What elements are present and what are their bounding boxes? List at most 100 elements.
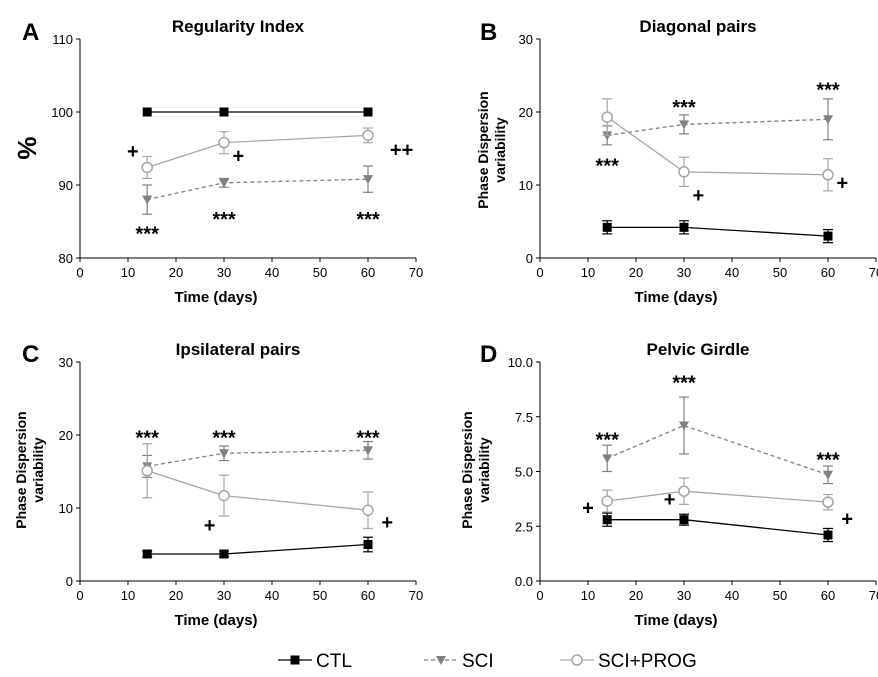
y-axis-label-line: Phase Dispersion	[13, 411, 29, 529]
significance-annotation: ++	[390, 140, 413, 162]
data-point-ctl	[219, 107, 229, 117]
data-point-ctl	[602, 222, 612, 232]
panel-a: A Regularity Index 0 10 20 30 40 50 60 70 80 90 100 1…	[12, 17, 423, 306]
significance-annotation: +	[841, 508, 853, 530]
y-axis-label: Phase Dispersionvariability	[459, 411, 492, 529]
x-tick-label: 0	[536, 588, 543, 603]
data-point-sci	[679, 120, 689, 130]
x-tick-label: 0	[536, 265, 543, 280]
y-tick-label: 10	[59, 501, 73, 516]
chart-title: Diagonal pairs	[639, 17, 756, 36]
significance-annotation: ***	[136, 223, 160, 245]
x-tick-label: 70	[409, 588, 423, 603]
series-line-prog	[606, 116, 829, 176]
x-tick-label: 50	[313, 265, 327, 280]
x-tick-label: 60	[361, 588, 375, 603]
data-point-ctl	[363, 107, 373, 117]
series-sci	[142, 165, 373, 215]
significance-annotation: ***	[816, 80, 840, 102]
y-tick-label: 30	[519, 32, 533, 47]
x-tick-label: 0	[76, 588, 83, 603]
x-tick-label: 20	[169, 265, 183, 280]
legend: CTL SCI SCI+PROG	[278, 651, 697, 672]
chart-title: Pelvic Girdle	[647, 340, 750, 359]
significance-annotation: +	[693, 185, 705, 207]
y-axis-label-line: variability	[476, 437, 492, 503]
data-point-ctl	[823, 530, 833, 540]
y-axis-label-text: Phase Dispersionvariability	[459, 411, 492, 529]
x-tick-label: 20	[629, 265, 643, 280]
x-tick-label: 40	[725, 265, 739, 280]
significance-annotation: ***	[136, 427, 160, 449]
y-tick-label: 20	[59, 428, 73, 443]
y-tick-label: 2.5	[515, 519, 533, 534]
y-tick-label: 100	[51, 105, 73, 120]
data-point-prog	[678, 485, 690, 497]
x-tick-label: 60	[361, 265, 375, 280]
y-tick-label: 110	[52, 32, 73, 47]
legend-marker-prog	[571, 654, 583, 666]
legend-item-ctl: CTL	[278, 651, 352, 672]
x-tick-label: 70	[409, 265, 423, 280]
y-axis-label-line: Phase Dispersion	[459, 411, 475, 529]
series-ctl	[602, 512, 833, 543]
significance-annotation: +	[837, 172, 849, 194]
series-ctl	[602, 220, 833, 244]
data-point-sci	[219, 178, 229, 188]
x-tick-label: 30	[217, 588, 231, 603]
panel-b: B Diagonal pairs 0 10 20 30 40 50 60 70 0 10 20 30 Tim…	[475, 17, 878, 306]
series-line-sci	[147, 449, 369, 468]
data-point-sci	[823, 115, 833, 125]
series-line-ctl	[607, 226, 829, 237]
series-sci	[142, 440, 373, 478]
y-axis-label: %	[12, 136, 42, 159]
data-point-prog	[601, 111, 613, 123]
data-point-ctl	[142, 549, 152, 559]
chart-title: Ipsilateral pairs	[176, 340, 301, 359]
y-axis-label-line: variability	[492, 117, 508, 183]
data-point-prog	[218, 136, 230, 149]
data-point-ctl	[142, 107, 152, 117]
x-tick-label: 0	[76, 265, 83, 280]
series-line-sci	[147, 178, 369, 201]
x-tick-label: 40	[725, 588, 739, 603]
data-point-ctl	[679, 515, 689, 525]
x-tick-label: 10	[581, 265, 595, 280]
data-point-sci	[363, 446, 373, 456]
series-line-prog	[147, 470, 369, 511]
significance-annotation: ***	[356, 427, 380, 449]
x-tick-label: 40	[265, 588, 279, 603]
y-tick-label: 7.5	[515, 410, 533, 425]
legend-item-prog: SCI+PROG	[560, 651, 697, 672]
data-point-prog	[362, 504, 374, 516]
data-point-ctl	[823, 231, 833, 241]
series-line-sci	[607, 118, 829, 137]
x-tick-label: 50	[773, 588, 787, 603]
series-prog	[141, 443, 374, 530]
x-tick-label: 70	[869, 588, 878, 603]
significance-annotation: ***	[212, 427, 236, 449]
legend-label: SCI	[462, 651, 494, 672]
x-tick-label: 10	[121, 265, 135, 280]
significance-annotation: ***	[596, 156, 620, 178]
significance-annotation: ***	[356, 209, 380, 231]
y-tick-label: 30	[59, 355, 73, 370]
significance-annotation: ***	[672, 97, 696, 119]
y-axis-label: Phase Dispersionvariability	[475, 91, 508, 209]
legend-label: SCI+PROG	[598, 651, 697, 672]
series-prog	[601, 477, 834, 513]
panel-d: D Pelvic Girdle 0 10 20 30 40 50 60 70 0.0 2.5 5.0 7.…	[459, 340, 878, 629]
significance-annotation: ***	[816, 449, 840, 471]
legend-item-sci: SCI	[424, 651, 494, 672]
x-tick-label: 40	[265, 265, 279, 280]
x-axis-label: Time (days)	[174, 289, 257, 306]
y-axis-label: Phase Dispersionvariability	[13, 411, 46, 529]
x-tick-label: 30	[217, 265, 231, 280]
panel-letter: D	[480, 341, 497, 368]
x-tick-label: 20	[629, 588, 643, 603]
legend-label: CTL	[316, 651, 352, 672]
data-point-ctl	[219, 549, 229, 559]
y-tick-label: 20	[519, 105, 533, 120]
x-tick-label: 60	[821, 265, 835, 280]
data-point-sci	[823, 470, 833, 480]
